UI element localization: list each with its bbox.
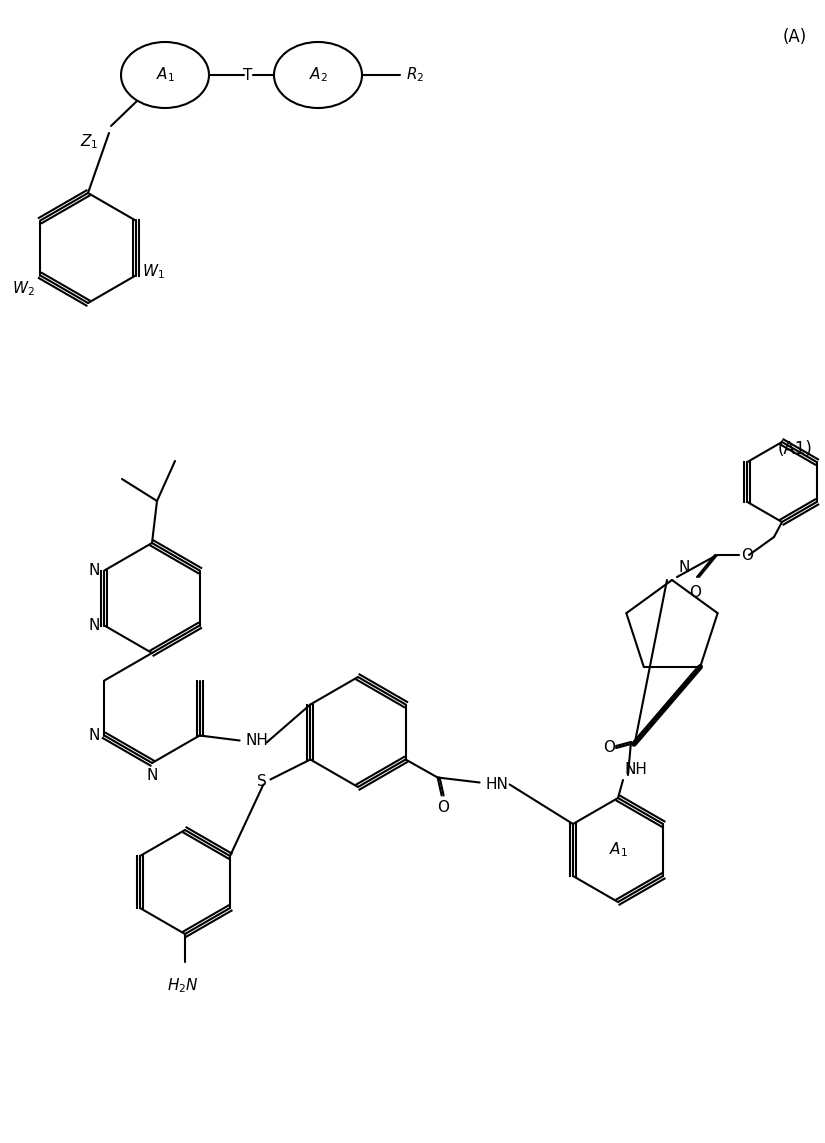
Text: $W_1$: $W_1$ [142, 262, 164, 281]
Text: NH: NH [246, 733, 268, 748]
Text: HN: HN [486, 777, 508, 792]
Text: $A_1$: $A_1$ [609, 840, 628, 860]
Text: T: T [243, 67, 252, 82]
Text: $H_2N$: $H_2N$ [167, 976, 199, 994]
Text: N: N [678, 560, 690, 575]
Text: O: O [741, 547, 753, 562]
Text: O: O [436, 799, 449, 815]
Text: S: S [257, 774, 266, 789]
Text: $A_1$: $A_1$ [156, 65, 174, 85]
Text: $R_2$: $R_2$ [406, 65, 424, 85]
Text: (A): (A) [783, 27, 807, 46]
Text: O: O [689, 585, 701, 600]
Text: N: N [89, 728, 101, 743]
Text: N: N [89, 563, 101, 578]
Text: $A_2$: $A_2$ [309, 65, 328, 85]
Text: N: N [146, 768, 158, 783]
Text: N: N [89, 618, 101, 633]
Text: $W_2$: $W_2$ [12, 280, 35, 298]
Text: O: O [603, 740, 615, 754]
Text: NH: NH [625, 762, 648, 777]
Text: (A1): (A1) [777, 440, 813, 458]
Text: $Z_1$: $Z_1$ [81, 131, 99, 151]
